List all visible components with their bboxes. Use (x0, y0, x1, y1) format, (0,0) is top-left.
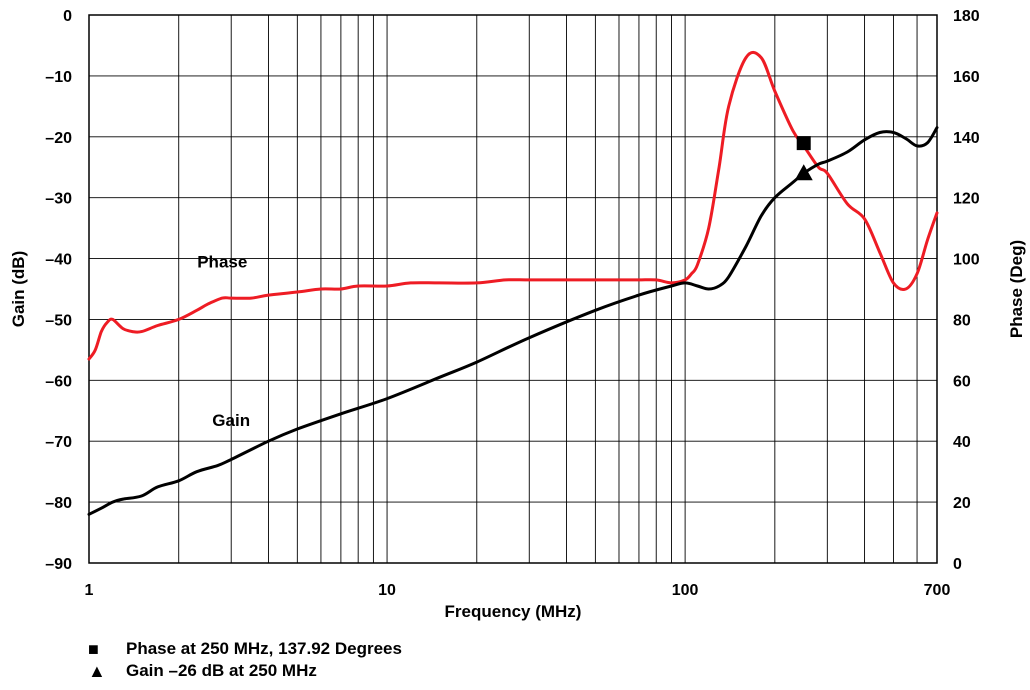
series-phase-line (87, 50, 939, 361)
y-axis-title: Gain (dB) (9, 251, 28, 328)
y2-tick-label: 160 (953, 69, 980, 86)
legend-item-gain: ▲ Gain –26 dB at 250 MHz (88, 660, 402, 682)
x-tick-label: 10 (378, 582, 396, 599)
y2-tick-label: 60 (953, 373, 971, 390)
x-axis-ticks: 1 10 100 700 (85, 582, 951, 599)
legend-text-phase: Phase at 250 MHz, 137.92 Degrees (126, 639, 402, 658)
legend-text-gain: Gain –26 dB at 250 MHz (126, 661, 317, 680)
y2-axis-title: Phase (Deg) (1007, 240, 1026, 338)
y-tick-label: –40 (45, 252, 72, 269)
y-tick-label: –30 (45, 191, 72, 208)
legend: ■ Phase at 250 MHz, 137.92 Degrees ▲ Gai… (88, 638, 402, 682)
y-tick-label: 0 (63, 8, 72, 25)
y-tick-label: –90 (45, 556, 72, 573)
series-label-phase: Phase (197, 253, 247, 272)
annotation-layer: Phase Gain (197, 253, 250, 430)
y2-tick-label: 0 (953, 556, 962, 573)
left-axis-ticks: 0 –10 –20 –30 –40 –50 –60 –70 –80 –90 (45, 8, 72, 573)
y-tick-label: –60 (45, 373, 72, 390)
y2-tick-label: 80 (953, 312, 971, 329)
y-tick-label: –80 (45, 495, 72, 512)
y-tick-label: –20 (45, 130, 72, 147)
phase-marker (796, 136, 811, 151)
y-tick-label: –70 (45, 434, 72, 451)
gain-marker (794, 164, 813, 181)
y2-tick-label: 140 (953, 130, 980, 147)
y2-tick-label: 20 (953, 495, 971, 512)
series-label-gain: Gain (212, 411, 250, 430)
y2-tick-label: 40 (953, 434, 971, 451)
y-tick-label: –10 (45, 69, 72, 86)
grid (89, 14, 937, 564)
plot-frame (88, 14, 938, 564)
series-gain-line (87, 126, 939, 516)
y2-tick-label: 120 (953, 191, 980, 208)
y2-tick-label: 180 (953, 8, 980, 25)
square-marker-icon: ■ (88, 638, 99, 659)
legend-item-phase: ■ Phase at 250 MHz, 137.92 Degrees (88, 638, 402, 660)
x-axis-title: Frequency (MHz) (445, 602, 582, 621)
marker-layer (794, 136, 813, 181)
right-axis-ticks: 0 20 40 60 80 100 120 140 160 180 (953, 8, 980, 573)
x-tick-label: 1 (85, 582, 94, 599)
x-tick-label: 700 (924, 582, 951, 599)
y-tick-label: –50 (45, 312, 72, 329)
series-layer (87, 50, 939, 516)
y2-tick-label: 100 (953, 252, 980, 269)
x-tick-label: 100 (672, 582, 699, 599)
gain-phase-chart: 0–10–20–30–40–50–60–70–80–90 02040608010… (9, 8, 1026, 621)
triangle-marker-icon: ▲ (88, 660, 106, 681)
